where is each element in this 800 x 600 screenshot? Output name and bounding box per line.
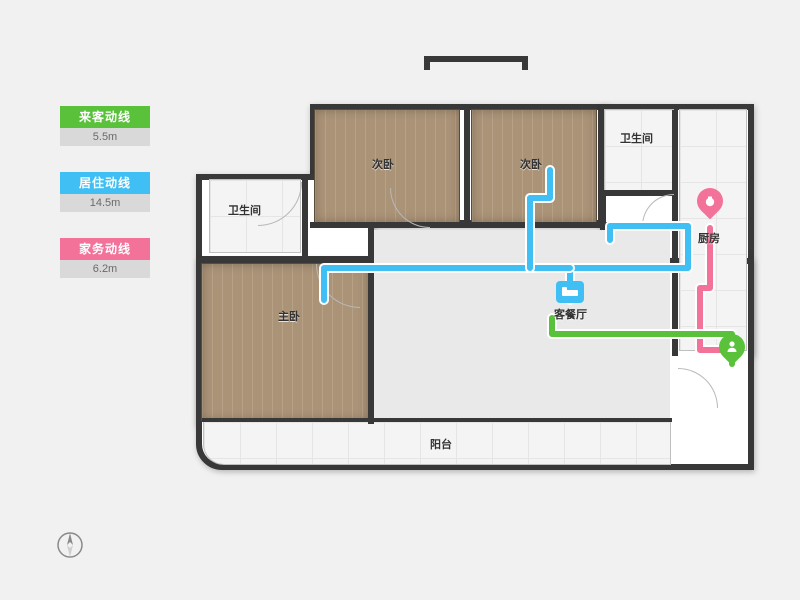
- legend-item-resident: 居住动线 14.5m: [60, 172, 150, 212]
- legend-guest-value: 5.5m: [60, 128, 150, 146]
- legend-house-label: 家务动线: [60, 238, 150, 260]
- legend-resident-value: 14.5m: [60, 194, 150, 212]
- compass-icon: [55, 530, 85, 560]
- label-balcony: 阳台: [430, 436, 452, 452]
- label-bedroom2b: 次卧: [520, 156, 542, 172]
- marker-living: [556, 281, 584, 303]
- legend-item-guest: 来客动线 5.5m: [60, 106, 150, 146]
- label-kitchen: 厨房: [698, 230, 720, 246]
- legend-item-house: 家务动线 6.2m: [60, 238, 150, 278]
- flow-overlay: [190, 70, 750, 530]
- flow-resident: [324, 170, 688, 300]
- bed-icon: [561, 285, 579, 299]
- label-living: 客餐厅: [554, 306, 587, 322]
- wall-segment: [424, 56, 528, 70]
- legend-guest-label: 来客动线: [60, 106, 150, 128]
- compass: [50, 530, 90, 570]
- label-bedroom2a: 次卧: [372, 156, 394, 172]
- label-master: 主卧: [278, 308, 300, 324]
- legend-resident-label: 居住动线: [60, 172, 150, 194]
- legend: 来客动线 5.5m 居住动线 14.5m 家务动线 6.2m: [60, 106, 150, 304]
- legend-house-value: 6.2m: [60, 260, 150, 278]
- floor-plan: 次卧 次卧 卫生间 卫生间 主卧 阳台 客餐厅 厨房: [190, 70, 750, 530]
- label-bath2: 卫生间: [620, 130, 653, 146]
- label-bath1: 卫生间: [228, 202, 261, 218]
